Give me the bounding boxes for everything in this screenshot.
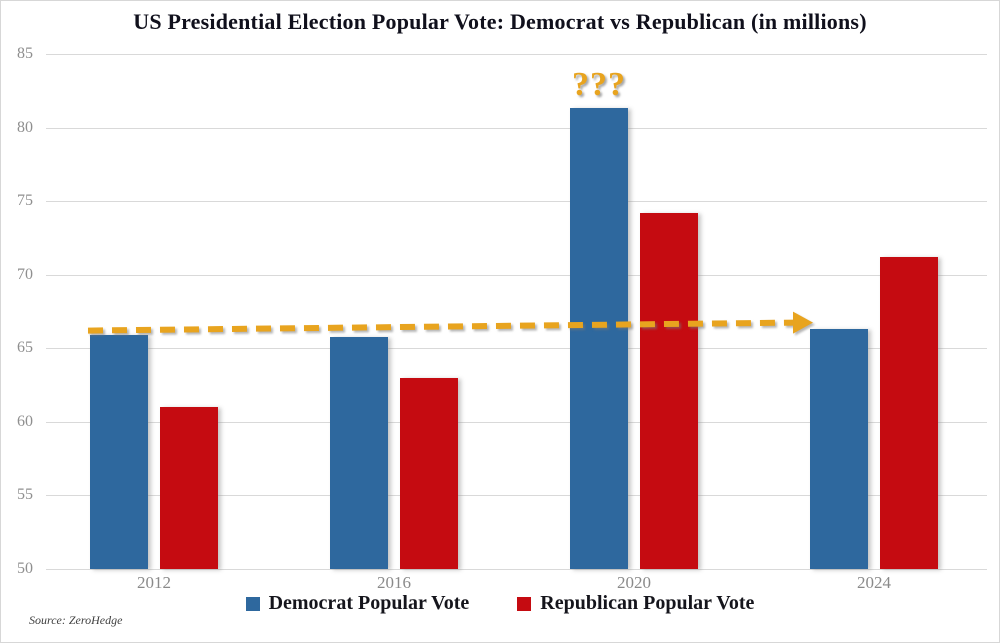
legend-item-democrat: Democrat Popular Vote bbox=[245, 592, 470, 615]
y-tick-label-70: 70 bbox=[17, 265, 33, 283]
y-tick-label-85: 85 bbox=[17, 45, 33, 62]
legend-label-democrat: Democrat Popular Vote bbox=[268, 592, 470, 614]
bar-republican-2012 bbox=[160, 407, 218, 569]
bar-democrat-2016 bbox=[330, 336, 388, 569]
bar-republican-2016 bbox=[400, 377, 458, 569]
gridline-y-55 bbox=[46, 495, 987, 497]
x-tick-label-2024: 2024 bbox=[857, 573, 891, 592]
republican-swatch-icon bbox=[517, 596, 532, 611]
legend-item-republican: Republican Popular Vote bbox=[517, 592, 754, 615]
x-tick-label-2020: 2020 bbox=[617, 573, 651, 592]
bar-democrat-2020 bbox=[570, 108, 628, 569]
gridline-y-60 bbox=[46, 421, 987, 423]
bar-democrat-2024 bbox=[810, 329, 868, 569]
gridline-y-75 bbox=[46, 201, 987, 203]
gridline-y-65 bbox=[46, 348, 987, 350]
legend: Democrat Popular Vote Republican Popular… bbox=[1, 592, 999, 615]
source-note: Source: ZeroHedge bbox=[29, 613, 123, 627]
chart-title: US Presidential Election Popular Vote: D… bbox=[133, 9, 867, 34]
gridline-y-50 bbox=[46, 569, 987, 570]
y-tick-label-80: 80 bbox=[17, 118, 33, 136]
y-tick-label-75: 75 bbox=[17, 192, 33, 210]
y-tick-label-65: 65 bbox=[17, 339, 33, 357]
y-tick-label-50: 50 bbox=[17, 560, 33, 577]
bar-democrat-2012 bbox=[90, 335, 148, 569]
y-tick-label-60: 60 bbox=[17, 412, 33, 430]
question-marks-annotation: ??? bbox=[572, 66, 626, 104]
gridline-y-70 bbox=[46, 274, 987, 276]
x-tick-label-2012: 2012 bbox=[137, 573, 171, 592]
bar-republican-2024 bbox=[880, 257, 938, 569]
democrat-swatch-icon bbox=[245, 596, 260, 611]
x-tick-label-2016: 2016 bbox=[377, 573, 411, 592]
gridline-y-85 bbox=[46, 54, 987, 55]
gridline-y-80 bbox=[46, 127, 987, 129]
y-tick-label-55: 55 bbox=[17, 486, 33, 504]
legend-label-republican: Republican Popular Vote bbox=[540, 592, 755, 614]
bar-republican-2020 bbox=[640, 212, 698, 569]
